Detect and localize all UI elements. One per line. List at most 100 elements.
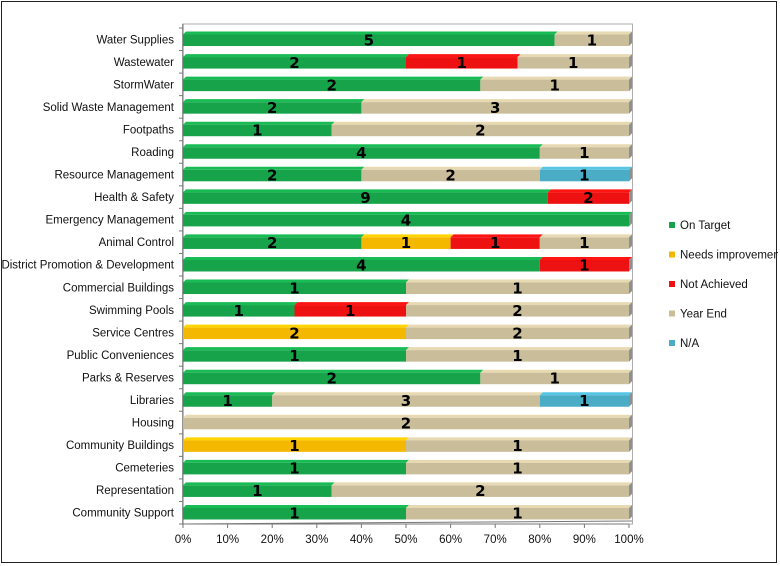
category-label-libraries: Libraries [130,395,174,407]
bar-year-end-public-conveniences [406,350,629,362]
data-label-year-end-footpaths: 2 [475,121,485,139]
bar-end-cap [629,234,632,249]
data-label-year-end-service-centres: 2 [512,324,522,342]
bar-not-achieved-district-promotion-and-development [539,259,629,272]
bar-top-on-target-district-promotion-and-development [183,256,543,260]
bar-top-not-achieved-health-and-safety [547,189,632,193]
bar-top-on-target-cemeteries [183,459,409,463]
bar-end-cap [629,324,632,340]
data-label-on-target-resource-management: 2 [267,167,277,185]
data-label-on-target-roading: 4 [356,144,366,162]
x-tick-label: 100% [614,534,643,546]
bar-year-end-swimming-pools [406,305,629,317]
data-label-on-target-footpaths: 1 [252,121,262,139]
data-label-on-target-parks-and-reserves: 2 [326,369,336,387]
bar-end-cap [629,482,632,497]
bar-top-year-end-commercial-buildings [406,279,632,283]
data-label-on-target-community-support: 1 [289,505,299,523]
category-label-wastewater: Wastewater [114,57,174,69]
category-label-housing: Housing [132,418,174,430]
data-label-year-end-housing: 2 [401,415,411,433]
bar-top-on-target-health-and-safety [183,189,551,193]
bar-top-on-target-parks-and-reserves [183,369,484,373]
data-label-year-end-parks-and-reserves: 1 [549,369,559,387]
bar-top-not-achieved-wastewater [406,54,521,58]
data-label-year-end-cemeteries: 1 [512,460,522,478]
bar-end-cap [629,54,632,69]
legend-swatch-n-a [669,340,675,346]
legend-swatch-needs-improvement [669,251,675,258]
category-label-community-buildings: Community Buildings [66,440,174,452]
bar-top-year-end-libraries [272,392,543,396]
data-label-year-end-roading: 1 [579,144,589,162]
bar-on-target-animal-control [183,237,362,249]
bar-on-target-parks-and-reserves [183,372,481,385]
bar-end-cap [629,369,632,385]
bar-top-year-end-footpaths [331,121,632,125]
data-label-on-target-water-supplies: 5 [364,31,374,49]
bar-top-needs-improvement-community-buildings [183,437,409,441]
legend-swatch-not-achieved [669,281,675,287]
bar-end-cap [629,144,632,159]
category-label-parks-and-reserves: Parks & Reserves [82,372,174,384]
bar-year-end-service-centres [406,327,629,340]
bar-n-a-resource-management [539,169,629,182]
bar-year-end-water-supplies [554,34,629,47]
data-label-on-target-health-and-safety: 9 [360,189,370,207]
bar-on-target-public-conveniences [183,350,406,362]
bar-on-target-community-support [183,507,406,520]
bar-end-cap [629,392,632,407]
category-label-roading: Roading [131,147,174,159]
x-tick-label: 10% [216,534,239,546]
bar-year-end-roading [539,147,629,159]
bar-top-on-target-swimming-pools [183,302,298,306]
bar-top-on-target-public-conveniences [183,347,409,351]
bar-top-needs-improvement-service-centres [183,324,409,328]
data-label-not-achieved-animal-control: 1 [490,234,500,252]
legend-label-needs-improvement: Needs improvement [680,250,778,262]
data-label-not-achieved-swimming-pools: 1 [345,302,355,320]
data-label-needs-improvement-service-centres: 2 [289,324,299,342]
data-label-year-end-libraries: 3 [401,392,411,410]
bar-end-cap [629,121,632,137]
bar-end-cap [629,279,632,295]
bar-top-year-end-service-centres [406,324,632,328]
bar-top-not-achieved-swimming-pools [294,302,409,306]
bar-top-year-end-public-conveniences [406,347,632,351]
bar-not-achieved-animal-control [450,237,540,249]
bar-top-n-a-resource-management [539,166,632,170]
bar-end-cap [629,166,632,182]
data-label-year-end-stormwater: 1 [549,76,559,94]
category-label-representation: Representation [96,485,174,497]
bar-year-end-commercial-buildings [406,282,629,295]
category-label-district-promotion-and-development: District Promotion & Development [2,260,175,272]
bar-on-target-representation [183,485,332,497]
bar-on-target-wastewater [183,57,406,69]
data-label-not-achieved-wastewater: 1 [457,54,467,72]
data-label-year-end-water-supplies: 1 [587,31,597,49]
bar-top-on-target-emergency-management [183,211,632,215]
legend-label-not-achieved: Not Achieved [680,279,748,291]
category-label-public-conveniences: Public Conveniences [67,350,175,362]
bar-on-target-swimming-pools [183,305,295,317]
bar-top-on-target-stormwater [183,76,484,80]
bar-on-target-commercial-buildings [183,282,406,295]
bar-top-needs-improvement-animal-control [361,234,454,238]
x-tick-labels: 0% 10% 20% 30% 40% 50% 60% 70% 80% 90% 100% [175,524,644,546]
x-tick-label: 90% [573,534,596,546]
legend-label-on-target: On Target [680,220,731,232]
bar-on-target-cemeteries [183,462,406,475]
bar-on-target-health-and-safety [183,192,548,204]
data-label-on-target-representation: 1 [252,482,262,500]
bar-top-year-end-community-support [406,504,632,508]
data-label-year-end-swimming-pools: 2 [512,302,522,320]
bar-top-year-end-roading [539,144,632,148]
bar-needs-improvement-service-centres [183,327,406,340]
bar-top-on-target-footpaths [183,121,335,125]
bar-end-cap [629,189,632,204]
data-label-year-end-community-support: 1 [512,505,522,523]
x-tick-label: 20% [261,534,284,546]
data-label-on-target-solid-waste-management: 2 [267,99,277,117]
